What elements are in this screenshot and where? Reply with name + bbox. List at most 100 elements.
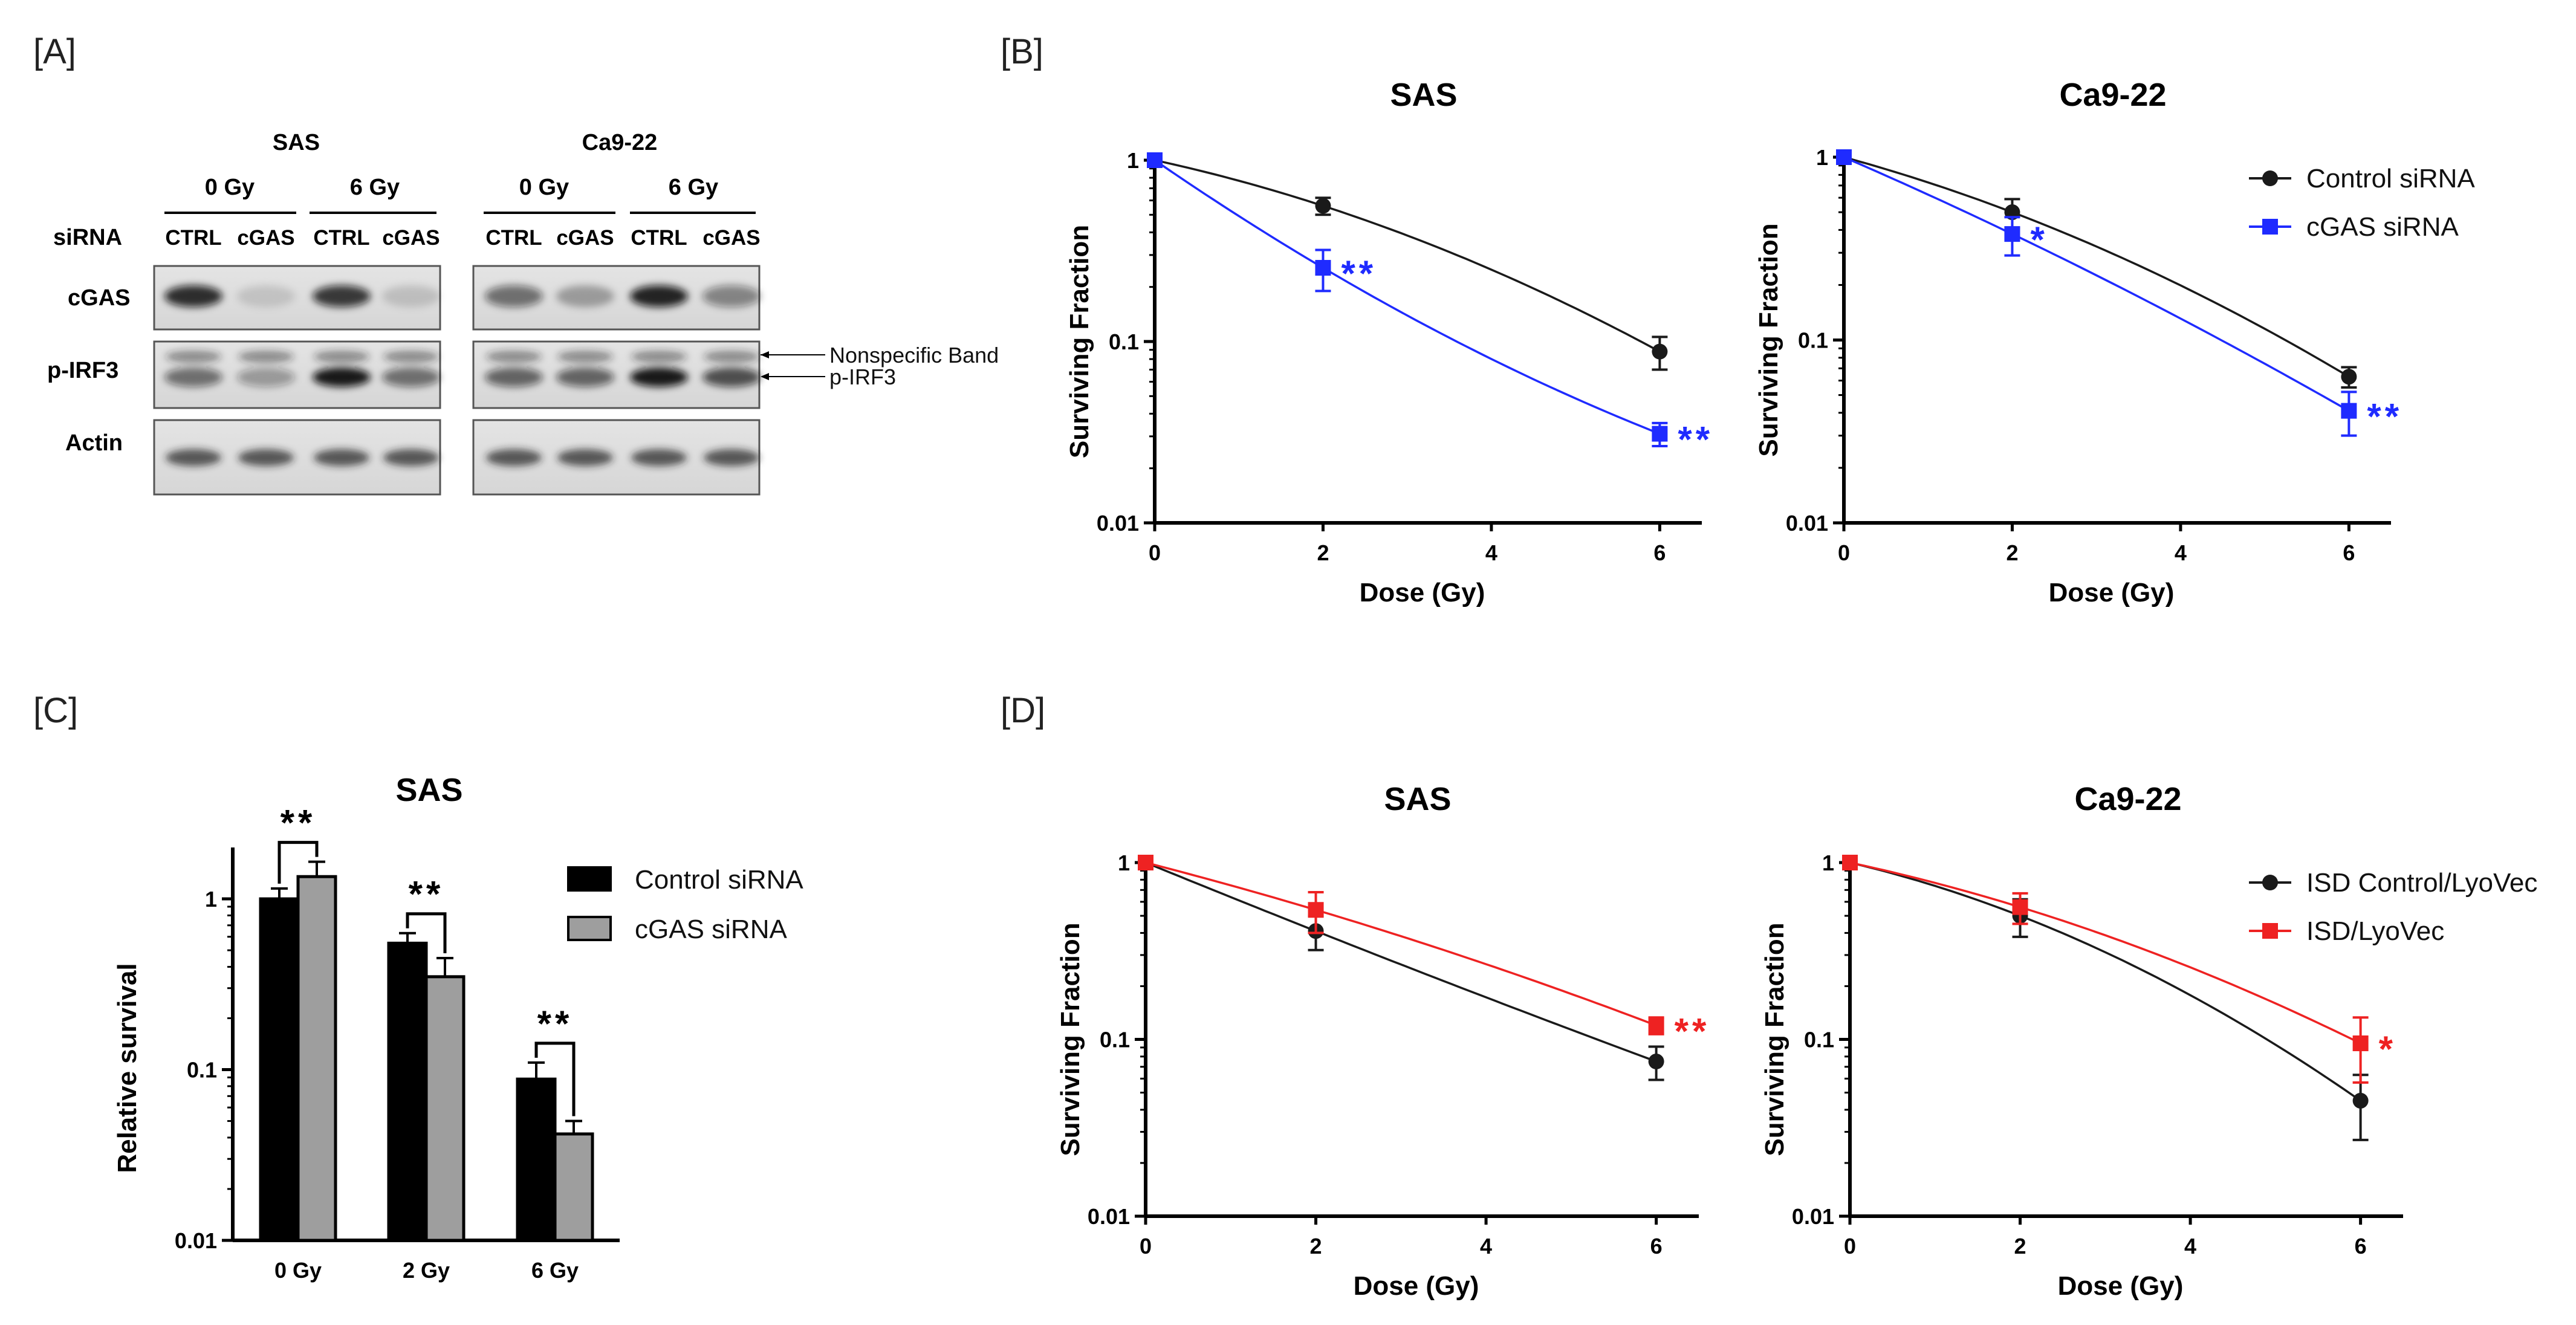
- series-curve-isd-lyovec: [1145, 861, 1657, 1026]
- blot-dose-label: 0 Gy: [519, 175, 569, 200]
- x-tick-label: 6: [2343, 540, 2355, 565]
- legend-label: ISD Control/LyoVec: [2306, 868, 2537, 898]
- significance-marker: **: [409, 874, 444, 915]
- blot-row-cgas: cGAS: [68, 285, 130, 311]
- blot-band-cgas: [237, 285, 295, 307]
- western-blot-panel: SAS Ca9-22 0 Gy 6 Gy 0 Gy 6 Gy siRNA CTR…: [47, 130, 999, 496]
- blot-band-nonspecific: [704, 351, 759, 363]
- blot-dose-label: 0 Gy: [205, 175, 255, 200]
- series-curve-isd-lyovec: [1849, 861, 2361, 1045]
- y-axis-label: Relative survival: [112, 963, 142, 1173]
- blot-band-pirf3: [164, 368, 222, 387]
- y-tick-label: 0.01: [1792, 1204, 1834, 1229]
- blot-band-cgas: [313, 285, 371, 307]
- y-tick-label: 1: [205, 887, 217, 912]
- y-tick-label: 1: [1816, 145, 1828, 170]
- blot-band-nonspecific: [314, 351, 369, 363]
- blot-band-nonspecific: [383, 351, 439, 363]
- legend-label: Control siRNA: [2306, 164, 2475, 193]
- bar-cgas-sirna: [424, 975, 466, 1242]
- x-tick-label: 0 Gy: [274, 1258, 322, 1283]
- chart-b-ca922: Ca9-22 0 2 4 6 0.01 0.1 1 Dose (Gy) Surviving Fra…: [1754, 77, 2475, 607]
- legend-marker: [2262, 923, 2278, 939]
- chart-d-sas: SAS 0 2 4 6 0.01 0.1 1 Dose (Gy) Surviving Fracti…: [1056, 781, 1706, 1301]
- blot-cell-line-ca922: Ca9-22: [582, 130, 658, 155]
- data-point: [1652, 343, 1668, 360]
- blot-lane-label: cGAS: [382, 226, 440, 250]
- blot-band-actin: [383, 449, 439, 466]
- legend-label: cGAS siRNA: [635, 915, 787, 944]
- legend-swatch: [567, 916, 612, 941]
- blot-band-pirf3: [556, 368, 614, 387]
- bar-cgas-sirna: [553, 1132, 594, 1242]
- legend-marker: [2262, 219, 2278, 235]
- blot-dose-label: 6 Gy: [669, 175, 718, 200]
- x-tick-label: 6: [2355, 1234, 2367, 1259]
- legend-label: ISD/LyoVec: [2306, 916, 2444, 946]
- series-curve-control-sirna: [1154, 159, 1661, 353]
- panel-label-b: [B]: [1001, 32, 1043, 71]
- y-tick-label: 1: [1822, 850, 1834, 875]
- data-point: [2341, 403, 2357, 419]
- legend-label: Control siRNA: [635, 865, 803, 895]
- significance-bracket: [534, 1042, 576, 1116]
- significance-marker: **: [2367, 397, 2402, 437]
- blot-cell-line-sas: SAS: [273, 130, 320, 155]
- blot-band-pirf3: [237, 368, 295, 387]
- blot-sirna-label: siRNA: [53, 225, 122, 250]
- legend-marker: [2262, 170, 2278, 186]
- chart-title: SAS: [1390, 77, 1457, 113]
- legend-label: cGAS siRNA: [2306, 212, 2459, 242]
- x-tick-label: 4: [1480, 1234, 1492, 1259]
- significance-marker: **: [1678, 420, 1713, 460]
- blot-band-actin: [486, 449, 542, 466]
- x-tick-label: 2: [1310, 1234, 1322, 1259]
- series-curve-isd-control-lyovec: [1145, 861, 1657, 1063]
- x-axis-label: Dose (Gy): [2058, 1271, 2184, 1301]
- series-curve-cgas-sirna: [1843, 156, 2350, 412]
- chart-title: Ca9-22: [2074, 781, 2181, 817]
- bar-control-sirna: [259, 897, 300, 1242]
- significance-marker: **: [1341, 253, 1377, 294]
- data-point: [2352, 1092, 2369, 1109]
- legend-marker: [2262, 875, 2278, 890]
- x-tick-label: 2: [2014, 1234, 2026, 1259]
- y-tick-label: 1: [1127, 148, 1139, 173]
- data-point: [1648, 1054, 1664, 1070]
- y-axis-label: Surviving Fraction: [1754, 223, 1783, 456]
- data-point: [1315, 260, 1331, 276]
- x-tick-label: 2: [1317, 540, 1329, 565]
- x-tick-label: 6: [1653, 540, 1666, 565]
- x-tick-label: 0: [1149, 540, 1161, 565]
- y-tick-label: 0.01: [1786, 511, 1828, 536]
- chart-title: Ca9-22: [2059, 77, 2166, 113]
- blot-band-cgas: [702, 285, 761, 307]
- y-axis-label: Surviving Fraction: [1760, 922, 1789, 1156]
- annotation-arrowhead: [761, 373, 769, 380]
- x-axis-label: Dose (Gy): [2049, 578, 2175, 607]
- chart-d-ca922: Ca9-22 0 2 4 6 0.01 0.1 1 Dose (Gy) Surviving Fra…: [1760, 781, 2537, 1301]
- y-axis-label: Surviving Fraction: [1056, 922, 1085, 1156]
- blot-band-pirf3: [630, 368, 688, 387]
- y-tick-label: 0.1: [1798, 328, 1828, 353]
- blot-band-actin: [314, 449, 369, 466]
- significance-marker: **: [281, 803, 316, 843]
- blot-band-cgas: [630, 285, 688, 307]
- x-tick-label: 0: [1838, 540, 1850, 565]
- significance-marker: **: [537, 1003, 573, 1044]
- blot-band-pirf3: [313, 368, 371, 387]
- chart-b-sas: SAS 0 2 4 6 0.01 0.1 1 Dose (Gy) Surviving Fracti…: [1065, 77, 1713, 607]
- x-tick-label: 4: [2175, 540, 2187, 565]
- blot-band-actin: [166, 449, 221, 466]
- blot-lane-label: CTRL: [313, 226, 369, 250]
- x-tick-label: 2: [2006, 540, 2018, 565]
- blot-lane-label: cGAS: [702, 226, 760, 250]
- blot-band-actin: [238, 449, 294, 466]
- legend-swatch: [567, 866, 612, 892]
- blot-band-nonspecific: [631, 351, 687, 363]
- significance-marker: *: [2030, 219, 2048, 260]
- annotation-arrowhead: [761, 351, 769, 358]
- bar-control-sirna: [516, 1077, 557, 1242]
- significance-bracket: [406, 912, 447, 953]
- y-tick-label: 1: [1118, 850, 1130, 875]
